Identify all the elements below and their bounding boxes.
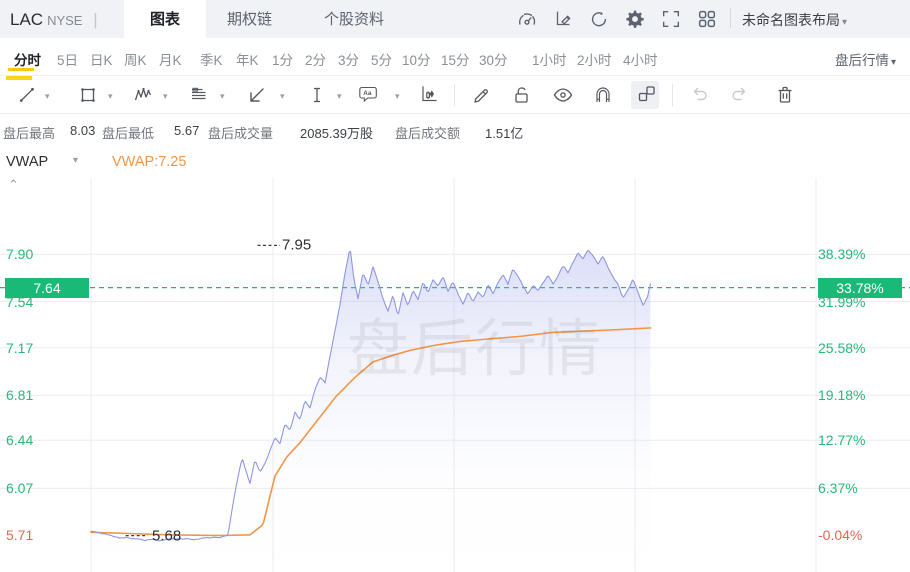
svg-text:Aa: Aa (363, 90, 372, 97)
